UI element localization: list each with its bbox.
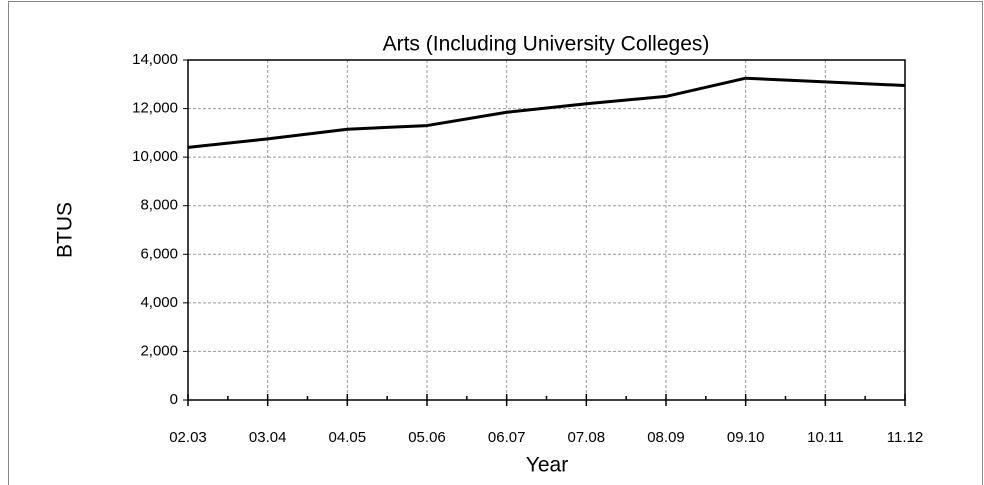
chart-title: Arts (Including University Colleges) [383,33,710,56]
y-tick-label: 10,000 [132,148,178,165]
x-tick-label: 02.03 [169,429,207,446]
x-tick-label: 06.07 [488,429,526,446]
x-tick-label: 09.10 [727,429,765,446]
y-tick-label: 0 [170,391,178,408]
x-axis-label: Year [526,454,568,477]
x-tick-label: 04.05 [329,429,367,446]
frame [8,1,983,485]
x-tick-label: 03.04 [249,429,287,446]
x-tick-label: 05.06 [408,429,446,446]
y-tick-label: 2,000 [140,342,178,359]
y-axis-label: BTUS [54,202,77,258]
y-tick-label: 4,000 [140,294,178,311]
plot-border [187,59,906,401]
y-tick-label: 14,000 [132,51,178,68]
y-tick-label: 12,000 [132,100,178,117]
y-tick-label: 6,000 [140,245,178,262]
y-tick-label: 8,000 [140,197,178,214]
x-tick-label: 08.09 [647,429,685,446]
x-tick-label: 07.08 [568,429,606,446]
x-tick-label: 10.11 [807,429,843,446]
line [187,76,906,149]
x-tick-label: 11.12 [887,429,923,446]
